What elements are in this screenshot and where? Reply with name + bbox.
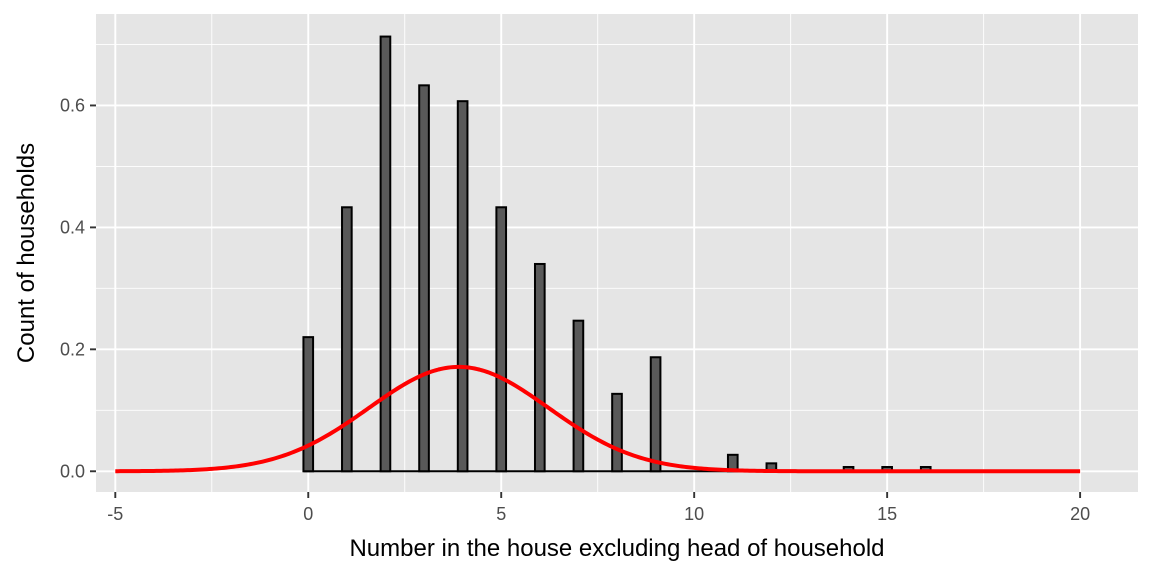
bar xyxy=(418,84,430,473)
x-tick-label: 5 xyxy=(496,504,506,524)
x-tick-label: 0 xyxy=(303,504,313,524)
bar-series xyxy=(302,35,932,473)
minor-gridlines xyxy=(96,14,1138,492)
bar xyxy=(495,206,508,473)
y-tick-label: 0.2 xyxy=(60,339,85,359)
bar xyxy=(379,35,392,473)
bar xyxy=(533,262,546,473)
bar xyxy=(649,356,662,473)
bar xyxy=(456,100,469,473)
x-axis-ticks: -5 0 5 10 15 20 xyxy=(107,492,1090,524)
x-axis-title: Number in the house excluding head of ho… xyxy=(349,535,884,562)
x-tick-label: -5 xyxy=(107,504,123,524)
bar xyxy=(572,319,585,473)
y-axis-ticks: 0.0 0.2 0.4 0.6 xyxy=(60,95,96,481)
x-tick-label: 15 xyxy=(877,504,897,524)
y-axis-title: Count of households xyxy=(13,143,40,363)
density-curve xyxy=(115,364,1081,474)
bar xyxy=(341,206,353,473)
y-tick-label: 0.0 xyxy=(60,461,85,481)
x-tick-label: 20 xyxy=(1070,504,1090,524)
bar xyxy=(611,392,623,473)
y-tick-label: 0.6 xyxy=(60,95,85,115)
x-tick-label: 10 xyxy=(684,504,704,524)
bar xyxy=(302,336,315,473)
y-tick-label: 0.4 xyxy=(60,217,85,237)
